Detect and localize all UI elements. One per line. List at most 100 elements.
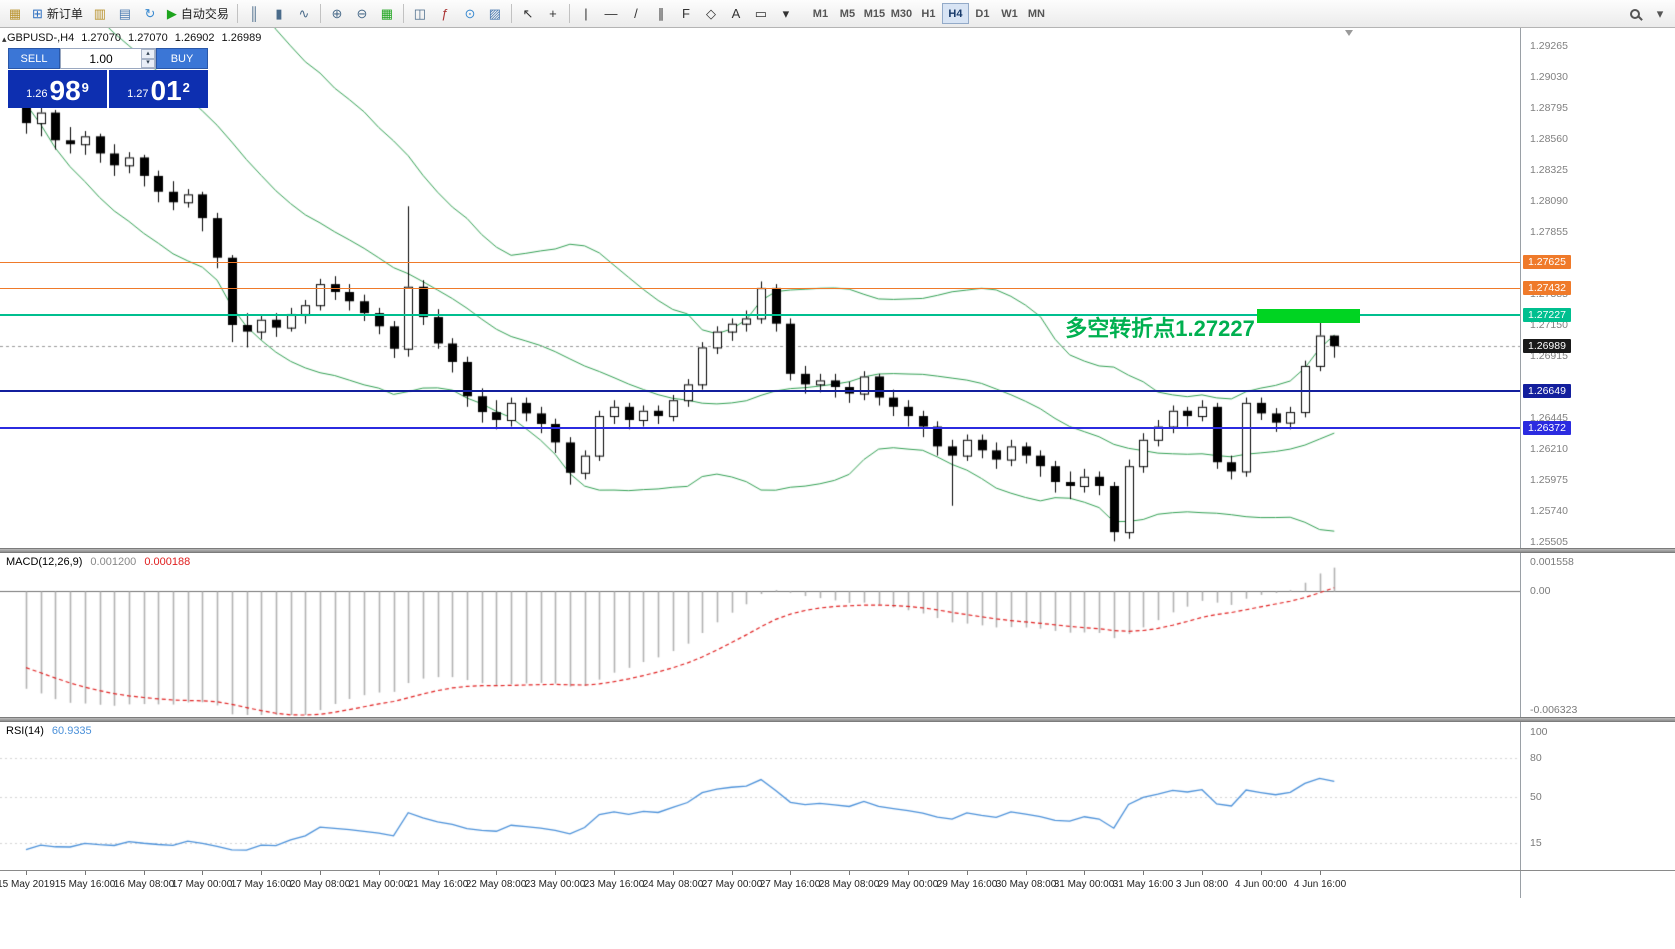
price-badge-support-line-2: 1.26372: [1523, 420, 1571, 435]
shapes-button[interactable]: ◇: [699, 2, 723, 25]
zoom-in-button[interactable]: ⊕: [325, 2, 349, 25]
bar-chart-button[interactable]: ║: [242, 2, 266, 25]
volume-spinner: ▴ ▾: [141, 49, 155, 68]
price-axis[interactable]: 1.27625 1.27432 1.27227 1.26649 1.26372 1.269…: [1520, 28, 1675, 548]
refresh-button[interactable]: ↻: [138, 2, 162, 25]
cursor-button[interactable]: ↖: [516, 2, 540, 25]
app-button[interactable]: ▦: [3, 2, 27, 25]
timeframe-toolbar: M1 M5 M15 M30 H1 H4 D1 W1 MN: [807, 3, 1050, 24]
timeframe-h4-button[interactable]: H4: [941, 3, 969, 24]
rsi-axis-label-100: 100: [1530, 726, 1548, 738]
timeframe-m5-button[interactable]: M5: [834, 3, 861, 24]
price-badge-resistance-line-1: 1.27625: [1523, 255, 1571, 270]
search-button[interactable]: [1623, 2, 1647, 25]
autotrading-label: 自动交易: [180, 7, 229, 21]
price-axis-label: 1.26915: [1530, 350, 1568, 363]
arrows-button[interactable]: ▾: [774, 2, 798, 25]
indicators-button[interactable]: ƒ: [433, 2, 457, 25]
timeframe-m15-button[interactable]: M15: [861, 3, 888, 24]
sell-button[interactable]: SELL: [8, 48, 60, 69]
hline-support-line-1[interactable]: [0, 390, 1520, 392]
time-tick: [85, 871, 86, 875]
timeframe-h1-button[interactable]: H1: [915, 3, 942, 24]
text-label-icon: ▭: [754, 6, 768, 21]
horizontal-line-icon: —: [604, 6, 618, 21]
time-axis[interactable]: 15 May 2019 15 May 16:00 16 May 08:00 17 Ma…: [0, 870, 1675, 898]
hline-support-line-2[interactable]: [0, 427, 1520, 429]
templates-button[interactable]: ▨: [483, 2, 507, 25]
more-tools-button[interactable]: ▾: [1648, 2, 1672, 25]
macd-canvas[interactable]: [0, 553, 1520, 717]
window-bottom-strip: [0, 898, 1675, 949]
crosshair-button[interactable]: +: [541, 2, 565, 25]
price-axis-label: 1.25505: [1530, 536, 1568, 548]
buy-price-button[interactable]: 1.27 01 2: [109, 70, 208, 108]
fibonacci-icon: F: [681, 6, 690, 21]
auto-arrange-icon: ▦: [380, 6, 394, 21]
chart-window-button[interactable]: ▥: [88, 2, 112, 25]
periods-button[interactable]: ⊙: [458, 2, 482, 25]
timeframe-w1-button[interactable]: W1: [996, 3, 1023, 24]
price-badge-support-line-1: 1.26649: [1523, 384, 1571, 399]
buy-button[interactable]: BUY: [156, 48, 208, 69]
timeframe-d1-button[interactable]: D1: [969, 3, 996, 24]
time-tick: [790, 871, 791, 875]
text-button[interactable]: A: [724, 2, 748, 25]
zoom-out-button[interactable]: ⊖: [350, 2, 374, 25]
volume-input[interactable]: [61, 49, 141, 68]
macd-label-row: MACD(12,26,9) 0.001200 0.000188: [6, 556, 190, 568]
profiles-button[interactable]: ▤: [113, 2, 137, 25]
annotation-text[interactable]: 多空转折点1.27227: [1065, 316, 1255, 342]
time-tick: [320, 871, 321, 875]
time-tick: [1084, 871, 1085, 875]
hline-pivot-line[interactable]: [0, 314, 1520, 316]
fibonacci-button[interactable]: F: [674, 2, 698, 25]
timeframe-mn-button[interactable]: MN: [1023, 3, 1050, 24]
volume-down-button[interactable]: ▾: [141, 58, 155, 68]
panel-splitter[interactable]: [0, 548, 1675, 553]
timeframe-m30-button[interactable]: M30: [888, 3, 915, 24]
sell-price-sup: 9: [81, 80, 89, 95]
autotrading-icon: ▶: [166, 6, 177, 21]
timeframe-m1-button[interactable]: M1: [807, 3, 834, 24]
macd-main-value: 0.001200: [90, 556, 137, 568]
time-tick: [261, 871, 262, 875]
chart-symbol-label: GBPUSD-,H4: [7, 32, 75, 44]
sell-price-button[interactable]: 1.26 98 9: [8, 70, 107, 108]
highlight-rectangle[interactable]: [1256, 309, 1360, 323]
rsi-axis-label-80: 80: [1530, 752, 1542, 764]
rsi-axis[interactable]: 100 80 50 15: [1520, 722, 1675, 870]
volume-control: ▴ ▾: [60, 48, 156, 69]
equidistant-channel-button[interactable]: ∥: [649, 2, 673, 25]
time-axis-label: 17 May 00:00: [171, 879, 233, 890]
horizontal-line-button[interactable]: —: [599, 2, 623, 25]
hline-resistance-line-2[interactable]: [0, 288, 1520, 289]
trendline-button[interactable]: /: [624, 2, 648, 25]
tile-windows-button[interactable]: ◫: [408, 2, 432, 25]
price-axis-label: 1.25975: [1530, 474, 1568, 487]
candlestick-chart-button[interactable]: ▮: [267, 2, 291, 25]
price-axis-label: 1.28090: [1530, 194, 1568, 207]
price-axis-label: 1.27855: [1530, 225, 1568, 238]
macd-axis[interactable]: 0.001558 0.00 -0.006323: [1520, 553, 1675, 717]
autotrading-button[interactable]: ▶ 自动交易: [163, 2, 233, 25]
zoom-in-icon: ⊕: [331, 6, 343, 21]
time-tick: [673, 871, 674, 875]
new-order-button[interactable]: ⊞ 新订单: [28, 2, 87, 25]
rsi-canvas[interactable]: [0, 722, 1520, 870]
line-chart-button[interactable]: ∿: [292, 2, 316, 25]
panel-splitter[interactable]: [0, 717, 1675, 722]
text-label-button[interactable]: ▭: [749, 2, 773, 25]
vertical-line-button[interactable]: |: [574, 2, 598, 25]
one-click-collapse-icon[interactable]: ▴: [2, 34, 7, 44]
time-axis-label: 15 May 2019: [0, 879, 55, 890]
hline-resistance-line-1[interactable]: [0, 262, 1520, 263]
macd-axis-zero: 0.00: [1530, 584, 1551, 597]
chart-close-value: 1.26989: [221, 32, 262, 44]
profiles-icon: ▤: [118, 6, 132, 21]
volume-up-button[interactable]: ▴: [141, 49, 155, 59]
price-axis-label: 1.28325: [1530, 163, 1568, 176]
auto-arrange-button[interactable]: ▦: [375, 2, 399, 25]
time-axis-label: 23 May 00:00: [524, 879, 586, 890]
time-axis-label: 23 May 16:00: [583, 879, 645, 890]
